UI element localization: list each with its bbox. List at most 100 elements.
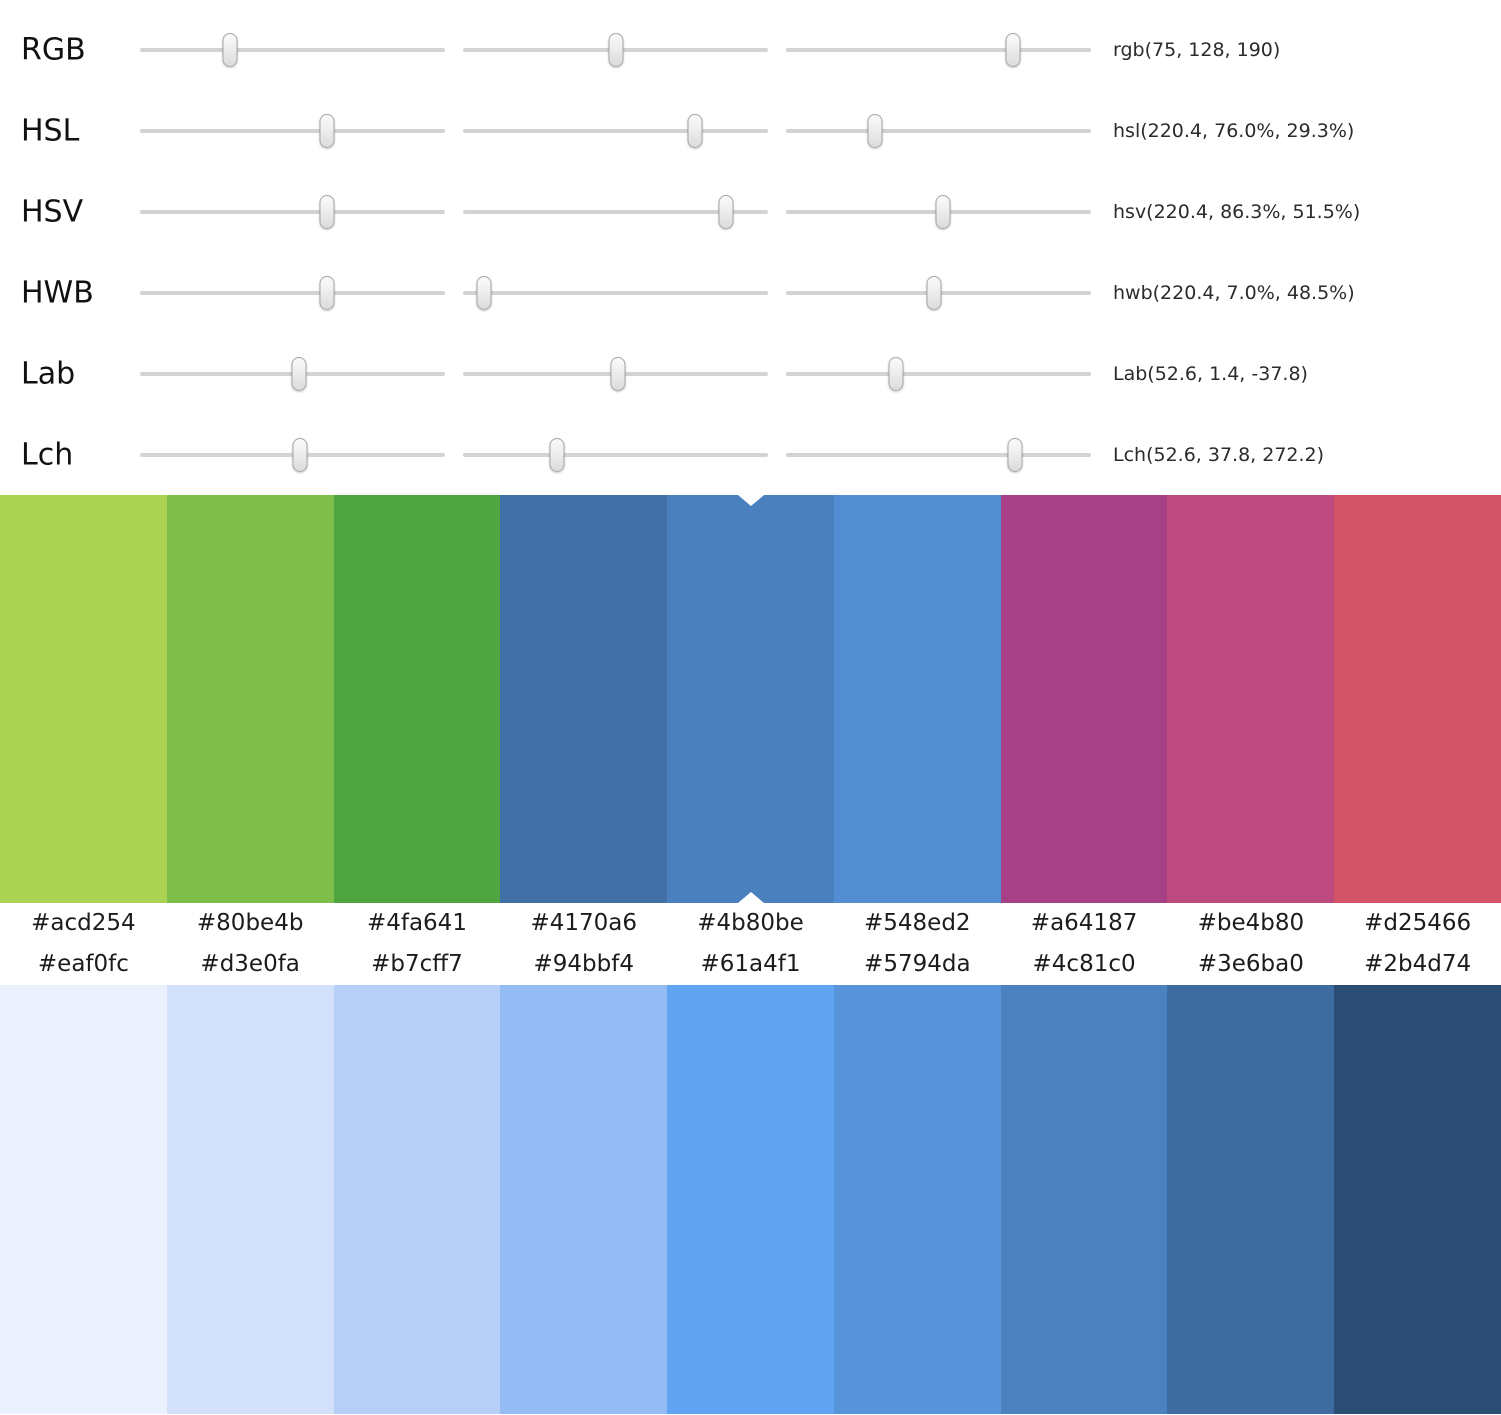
hsl-lightness-slider[interactable]	[786, 110, 1091, 152]
palette-bottom-swatch-8[interactable]	[1167, 985, 1335, 1414]
palette-top-swatch-6[interactable]	[833, 495, 1001, 903]
slider-track-line	[463, 452, 768, 457]
palette-top-swatch-7[interactable]	[1000, 495, 1168, 903]
rgb-blue-slider-thumb[interactable]	[1005, 32, 1021, 67]
hex-label: #eaf0fc	[37, 951, 129, 977]
palette-bottom-swatch-6[interactable]	[833, 985, 1001, 1414]
hex-label: #acd254	[31, 910, 136, 936]
lch-hue-slider-thumb[interactable]	[1007, 437, 1023, 472]
color-value-rgb: rgb(75, 128, 190)	[1113, 38, 1281, 61]
model-label-hwb: HWB	[21, 275, 94, 310]
color-value-lch: Lch(52.6, 37.8, 272.2)	[1113, 443, 1325, 466]
palette-bottom-swatch-2[interactable]	[166, 985, 334, 1414]
hex-label: #d3e0fa	[200, 951, 300, 977]
hwb-tracks	[140, 252, 1091, 333]
hex-label: #4c81c0	[1032, 951, 1136, 977]
slider-track-line	[463, 128, 768, 133]
hex-label: #d25466	[1364, 910, 1472, 936]
model-label-hsl: HSL	[21, 113, 80, 148]
palette-bottom-swatch-4[interactable]	[500, 985, 668, 1414]
rgb-tracks	[140, 9, 1091, 90]
palette-bottom-swatch-9[interactable]	[1334, 985, 1501, 1414]
hsv-value-slider-thumb[interactable]	[935, 194, 951, 229]
model-label-lch: Lch	[21, 437, 74, 472]
lab-l-slider[interactable]	[140, 353, 445, 395]
hwb-whiteness-slider-thumb[interactable]	[476, 275, 492, 310]
palette-top	[0, 495, 1501, 903]
lab-tracks	[140, 333, 1091, 414]
slider-panel: RGB rgb(75, 128, 190) HSL	[0, 0, 1501, 495]
slider-row-lab: Lab Lab(52.6, 1.4, -37.8)	[0, 333, 1501, 414]
rgb-red-slider[interactable]	[140, 29, 445, 71]
palette-top-swatch-3[interactable]	[333, 495, 501, 903]
lch-l-slider-thumb[interactable]	[292, 437, 308, 472]
slider-row-hsl: HSL hsl(220.4, 76.0%, 29.3%)	[0, 90, 1501, 171]
lab-b-slider-thumb[interactable]	[888, 356, 904, 391]
slider-track-line	[140, 209, 445, 214]
hwb-whiteness-slider[interactable]	[463, 272, 768, 314]
hex-label: #4fa641	[366, 910, 467, 936]
palette-top-swatch-2[interactable]	[166, 495, 334, 903]
hsv-hue-slider-thumb[interactable]	[319, 194, 335, 229]
palette-top-swatch-4[interactable]	[500, 495, 668, 903]
hex-label: #be4b80	[1197, 910, 1305, 936]
hwb-hue-slider-thumb[interactable]	[319, 275, 335, 310]
selected-color-notch-top	[737, 495, 764, 506]
slider-track-line	[140, 452, 445, 457]
palette-bottom-swatch-1[interactable]	[0, 985, 167, 1414]
hwb-hue-slider[interactable]	[140, 272, 445, 314]
hsv-saturation-slider[interactable]	[463, 191, 768, 233]
slider-row-rgb: RGB rgb(75, 128, 190)	[0, 9, 1501, 90]
hsl-lightness-slider-thumb[interactable]	[867, 113, 883, 148]
hex-label: #a64187	[1030, 910, 1138, 936]
color-value-lab: Lab(52.6, 1.4, -37.8)	[1113, 362, 1308, 385]
lch-chroma-slider-thumb[interactable]	[549, 437, 565, 472]
rgb-red-slider-thumb[interactable]	[222, 32, 238, 67]
hsl-saturation-slider[interactable]	[463, 110, 768, 152]
palette-top-swatch-9[interactable]	[1334, 495, 1501, 903]
hsv-hue-slider[interactable]	[140, 191, 445, 233]
hsv-saturation-slider-thumb[interactable]	[718, 194, 734, 229]
hsl-hue-slider[interactable]	[140, 110, 445, 152]
lab-a-slider-thumb[interactable]	[610, 356, 626, 391]
slider-track-line	[786, 128, 1091, 133]
palette-top-swatch-8[interactable]	[1167, 495, 1335, 903]
hex-label: #2b4d74	[1364, 951, 1472, 977]
hex-label: #4b80be	[697, 910, 804, 936]
slider-track-line	[786, 452, 1091, 457]
model-label-rgb: RGB	[21, 32, 86, 67]
hex-label: #3e6ba0	[1197, 951, 1304, 977]
slider-track-line	[463, 209, 768, 214]
palette-top-swatch-5-selected[interactable]	[667, 495, 834, 903]
palette-bottom-swatch-3[interactable]	[333, 985, 501, 1414]
hex-label: #5794da	[864, 951, 971, 977]
slider-row-lch: Lch Lch(52.6, 37.8, 272.2)	[0, 414, 1501, 495]
palette-bottom-swatch-7[interactable]	[1000, 985, 1168, 1414]
lab-b-slider[interactable]	[786, 353, 1091, 395]
rgb-green-slider[interactable]	[463, 29, 768, 71]
lab-l-slider-thumb[interactable]	[291, 356, 307, 391]
hsv-value-slider[interactable]	[786, 191, 1091, 233]
rgb-blue-slider[interactable]	[786, 29, 1091, 71]
lch-chroma-slider[interactable]	[463, 434, 768, 476]
lab-a-slider[interactable]	[463, 353, 768, 395]
hex-label: #4170a6	[530, 910, 637, 936]
rgb-green-slider-thumb[interactable]	[608, 32, 624, 67]
hsl-hue-slider-thumb[interactable]	[319, 113, 335, 148]
slider-track-line	[786, 47, 1091, 52]
palette-bottom-swatch-5[interactable]	[667, 985, 834, 1414]
hsl-tracks	[140, 90, 1091, 171]
palette-top-swatch-1[interactable]	[0, 495, 167, 903]
hsl-saturation-slider-thumb[interactable]	[687, 113, 703, 148]
lch-hue-slider[interactable]	[786, 434, 1091, 476]
palette-top-labels: #acd254 #80be4b #4fa641 #4170a6 #4b80be …	[0, 903, 1501, 944]
model-label-hsv: HSV	[21, 194, 84, 229]
hwb-blackness-slider-thumb[interactable]	[926, 275, 942, 310]
lch-tracks	[140, 414, 1091, 495]
hwb-blackness-slider[interactable]	[786, 272, 1091, 314]
lch-l-slider[interactable]	[140, 434, 445, 476]
slider-track-line	[463, 290, 768, 295]
hsv-tracks	[140, 171, 1091, 252]
palette-bottom-labels: #eaf0fc #d3e0fa #b7cff7 #94bbf4 #61a4f1 …	[0, 944, 1501, 985]
slider-row-hwb: HWB hwb(220.4, 7.0%, 48.5%)	[0, 252, 1501, 333]
